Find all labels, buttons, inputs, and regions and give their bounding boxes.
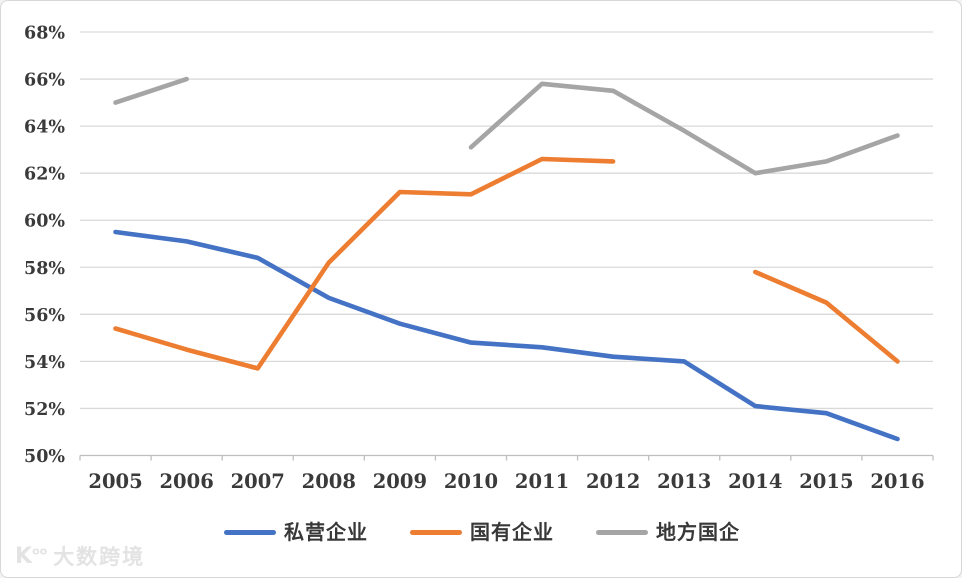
svg-text:2013: 2013: [657, 470, 711, 493]
svg-text:58%: 58%: [24, 259, 65, 279]
svg-text:2009: 2009: [373, 470, 427, 493]
y-axis-labels: 50% 52% 54% 56% 58% 60% 62% 64% 66% 68%: [24, 24, 65, 468]
gridlines: [80, 31, 933, 410]
legend-label: 地方国企: [656, 520, 740, 544]
legend-item-private: 私营企业: [224, 522, 368, 542]
line-chart-plot-area: 50%52%54%56%58%60%62%64%66%68%2005 2006 20…: [24, 24, 934, 493]
svg-text:54%: 54%: [24, 353, 65, 373]
svg-text:62%: 62%: [24, 165, 65, 185]
x-axis-labels: 2005 2006 2007 2008 2009 2010 2011 2012 2013 2014…: [88, 470, 924, 493]
legend-label: 国有企业: [470, 520, 554, 544]
svg-text:2010: 2010: [444, 470, 498, 493]
watermark-logo-icon: Koo: [15, 543, 48, 569]
svg-text:2014: 2014: [728, 470, 782, 493]
svg-text:56%: 56%: [24, 306, 65, 326]
svg-text:2006: 2006: [159, 470, 213, 493]
svg-text:2005: 2005: [88, 470, 142, 493]
chart-legend: 私营企业 国有企业 地方国企: [1, 522, 961, 542]
watermark-text: 大数跨境: [53, 544, 146, 569]
svg-text:2012: 2012: [586, 470, 640, 493]
svg-text:66%: 66%: [24, 71, 65, 91]
series-地方国企: [113, 76, 900, 176]
svg-text:52%: 52%: [24, 400, 65, 420]
legend-item-local-soe: 地方国企: [596, 522, 740, 542]
svg-text:2008: 2008: [302, 470, 356, 493]
series-国有企业: [113, 156, 900, 371]
svg-text:2007: 2007: [231, 470, 285, 493]
svg-text:60%: 60%: [24, 212, 65, 232]
legend-line-swatch-orange: [410, 529, 462, 535]
legend-line-swatch-blue: [224, 529, 276, 535]
series-私营企业: [113, 229, 900, 442]
svg-text:68%: 68%: [24, 24, 65, 44]
legend-label: 私营企业: [284, 520, 368, 544]
svg-text:50%: 50%: [24, 447, 65, 467]
x-axis: [79, 454, 934, 461]
svg-text:64%: 64%: [24, 118, 65, 138]
watermark: Koo 大数跨境: [15, 541, 145, 571]
svg-text:2015: 2015: [799, 470, 853, 493]
legend-item-state-owned: 国有企业: [410, 522, 554, 542]
svg-text:2016: 2016: [870, 470, 924, 493]
svg-text:2011: 2011: [515, 470, 569, 493]
legend-line-swatch-gray: [596, 529, 648, 535]
